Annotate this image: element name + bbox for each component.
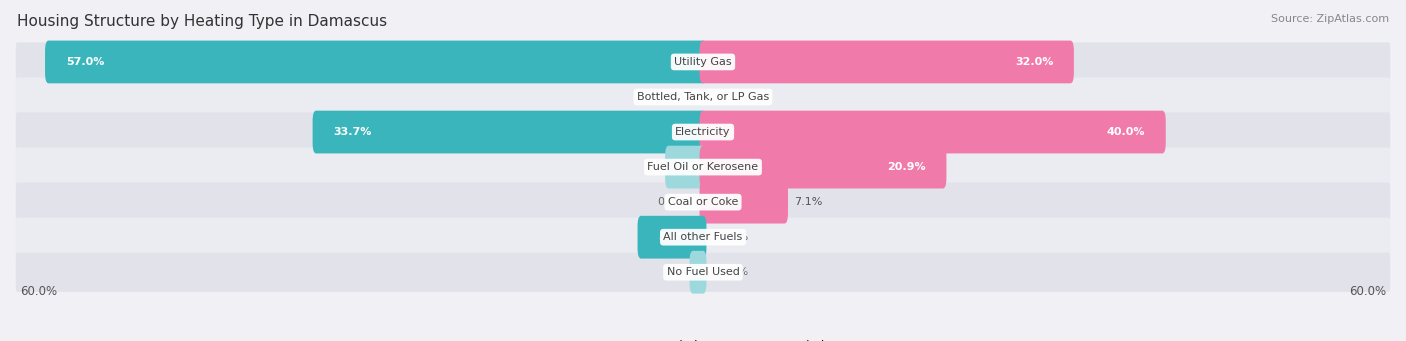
Text: 60.0%: 60.0% [1350, 285, 1386, 298]
FancyBboxPatch shape [15, 182, 1391, 222]
Text: 60.0%: 60.0% [20, 285, 56, 298]
FancyBboxPatch shape [665, 146, 706, 189]
Text: Electricity: Electricity [675, 127, 731, 137]
Text: Fuel Oil or Kerosene: Fuel Oil or Kerosene [647, 162, 759, 172]
FancyBboxPatch shape [15, 218, 1391, 257]
Text: 32.0%: 32.0% [1015, 57, 1053, 67]
Text: 33.7%: 33.7% [333, 127, 371, 137]
Text: No Fuel Used: No Fuel Used [666, 267, 740, 277]
Text: Utility Gas: Utility Gas [675, 57, 731, 67]
Text: Bottled, Tank, or LP Gas: Bottled, Tank, or LP Gas [637, 92, 769, 102]
FancyBboxPatch shape [15, 42, 1391, 81]
FancyBboxPatch shape [45, 41, 706, 83]
Text: 3.0%: 3.0% [686, 162, 717, 172]
Text: 0.0%: 0.0% [720, 267, 748, 277]
FancyBboxPatch shape [15, 113, 1391, 152]
Text: 0.0%: 0.0% [658, 197, 686, 207]
FancyBboxPatch shape [15, 253, 1391, 292]
Text: 40.0%: 40.0% [1107, 127, 1144, 137]
Text: 0.0%: 0.0% [720, 232, 748, 242]
FancyBboxPatch shape [700, 146, 946, 189]
Text: Source: ZipAtlas.com: Source: ZipAtlas.com [1271, 14, 1389, 24]
FancyBboxPatch shape [312, 111, 706, 153]
Legend: Owner-occupied, Renter-occupied: Owner-occupied, Renter-occupied [576, 336, 830, 341]
FancyBboxPatch shape [689, 251, 706, 294]
FancyBboxPatch shape [700, 181, 787, 223]
Text: 7.1%: 7.1% [794, 197, 823, 207]
FancyBboxPatch shape [15, 147, 1391, 187]
FancyBboxPatch shape [637, 216, 706, 258]
Text: Coal or Coke: Coal or Coke [668, 197, 738, 207]
Text: 0.87%: 0.87% [710, 267, 749, 277]
Text: All other Fuels: All other Fuels [664, 232, 742, 242]
FancyBboxPatch shape [700, 111, 1166, 153]
Text: 57.0%: 57.0% [66, 57, 104, 67]
FancyBboxPatch shape [15, 77, 1391, 117]
Text: 5.4%: 5.4% [658, 232, 689, 242]
Text: 0.0%: 0.0% [658, 92, 686, 102]
Text: 0.0%: 0.0% [720, 92, 748, 102]
Text: 20.9%: 20.9% [887, 162, 925, 172]
FancyBboxPatch shape [700, 41, 1074, 83]
Text: Housing Structure by Heating Type in Damascus: Housing Structure by Heating Type in Dam… [17, 14, 387, 29]
